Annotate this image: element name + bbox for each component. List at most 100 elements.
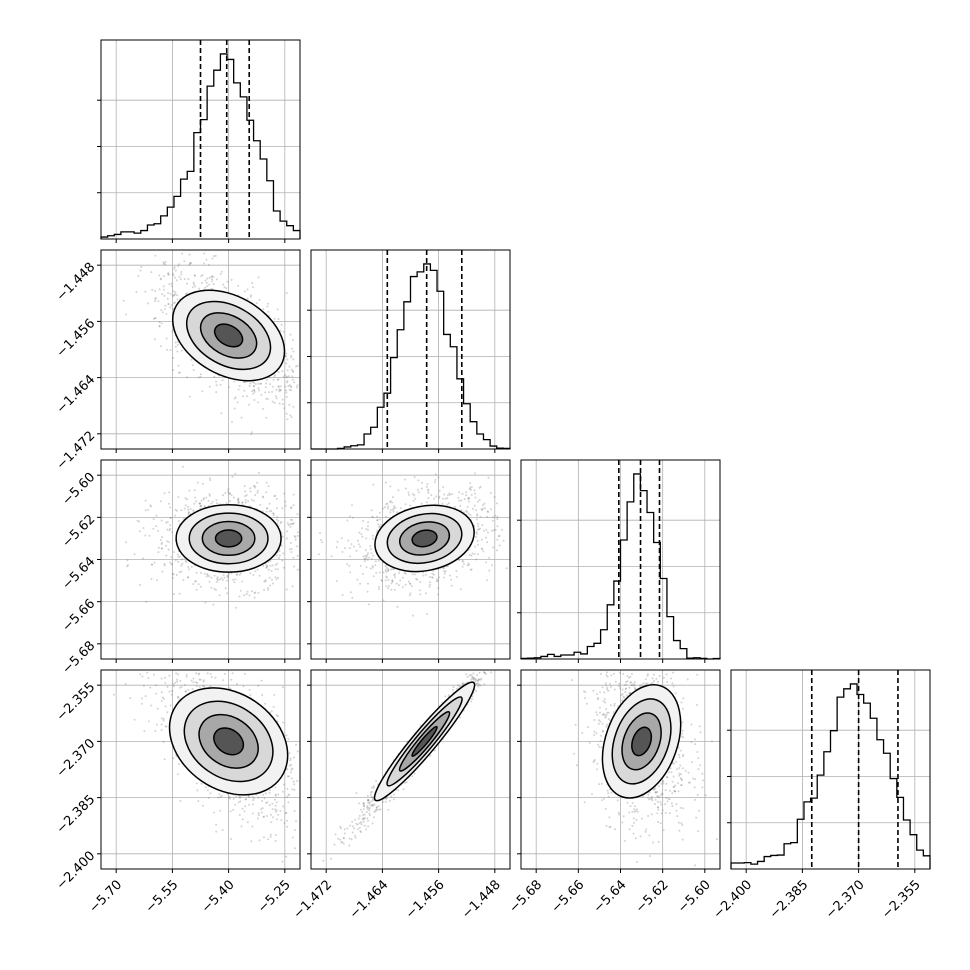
scatter-point bbox=[226, 280, 229, 283]
scatter-point bbox=[166, 685, 169, 688]
scatter-point bbox=[227, 572, 230, 575]
scatter-point bbox=[197, 583, 200, 586]
scatter-point bbox=[353, 834, 356, 837]
scatter-point bbox=[192, 364, 194, 367]
scatter-point bbox=[185, 560, 188, 563]
scatter-point bbox=[256, 489, 259, 492]
scatter-point bbox=[208, 276, 211, 279]
scatter-point bbox=[154, 254, 157, 257]
scatter-point bbox=[183, 684, 186, 686]
scatter-point bbox=[343, 828, 346, 831]
scatter-point bbox=[494, 528, 497, 531]
scatter-point bbox=[155, 514, 158, 517]
scatter-point bbox=[393, 574, 396, 577]
scatter-point bbox=[135, 291, 138, 293]
scatter-point bbox=[389, 508, 392, 511]
scatter-point bbox=[164, 304, 167, 307]
scatter-point bbox=[497, 535, 500, 538]
scatter-point bbox=[192, 681, 195, 684]
scatter-point bbox=[295, 743, 298, 746]
scatter-point bbox=[160, 691, 163, 694]
scatter-point bbox=[255, 302, 258, 305]
scatter-point bbox=[397, 489, 400, 492]
scatter-point bbox=[389, 501, 392, 504]
scatter-point bbox=[273, 693, 276, 696]
scatter-point bbox=[205, 258, 208, 261]
scatter-point bbox=[291, 777, 293, 780]
scatter-point bbox=[154, 300, 156, 302]
scatter-point bbox=[158, 288, 161, 291]
scatter-point bbox=[365, 566, 368, 569]
scatter-point bbox=[195, 782, 198, 785]
scatter-point bbox=[228, 493, 231, 495]
scatter-point bbox=[481, 524, 484, 527]
scatter-point bbox=[147, 720, 150, 723]
scatter-point bbox=[289, 542, 292, 544]
scatter-point bbox=[289, 757, 292, 760]
scatter-point bbox=[443, 493, 446, 496]
scatter-point bbox=[378, 511, 381, 514]
scatter-point bbox=[363, 560, 366, 563]
scatter-point bbox=[486, 541, 489, 544]
scatter-point bbox=[251, 812, 254, 815]
scatter-point bbox=[202, 498, 205, 501]
scatter-point bbox=[203, 572, 206, 575]
scatter-point bbox=[201, 390, 204, 393]
scatter-point bbox=[179, 680, 182, 682]
scatter-point bbox=[483, 529, 485, 532]
scatter-point bbox=[490, 671, 493, 674]
scatter-point bbox=[349, 591, 352, 594]
scatter-point bbox=[198, 287, 201, 290]
scatter-point bbox=[213, 375, 216, 378]
scatter-point bbox=[265, 510, 268, 513]
scatter-point bbox=[473, 553, 476, 556]
scatter-point bbox=[249, 490, 252, 493]
scatter-point bbox=[210, 576, 213, 579]
scatter-point bbox=[158, 274, 161, 277]
scatter-point bbox=[452, 686, 455, 688]
scatter-point bbox=[168, 690, 171, 693]
scatter-point bbox=[284, 374, 286, 376]
scatter-point bbox=[127, 564, 129, 567]
scatter-point bbox=[213, 587, 216, 590]
scatter-point bbox=[170, 693, 173, 696]
scatter-point bbox=[257, 382, 260, 385]
scatter-point bbox=[285, 391, 288, 394]
scatter-point bbox=[482, 550, 485, 553]
scatter-point bbox=[218, 578, 221, 581]
scatter-point bbox=[290, 386, 293, 389]
scatter-point bbox=[274, 804, 277, 807]
scatter-point bbox=[270, 710, 273, 713]
scatter-point bbox=[240, 416, 243, 419]
scatter-point bbox=[159, 277, 162, 280]
scatter-point bbox=[274, 786, 277, 789]
scatter-point bbox=[470, 700, 473, 703]
scatter-point bbox=[213, 811, 216, 814]
scatter-point bbox=[374, 564, 377, 567]
scatter-point bbox=[154, 730, 157, 732]
scatter-point bbox=[290, 522, 293, 525]
scatter-point bbox=[221, 578, 224, 581]
scatter-point bbox=[197, 673, 200, 676]
scatter-point bbox=[126, 559, 129, 562]
scatter-point bbox=[232, 798, 235, 800]
scatter-point bbox=[279, 522, 282, 524]
scatter-point bbox=[349, 515, 351, 518]
scatter-point bbox=[200, 571, 203, 574]
scatter-point bbox=[243, 810, 246, 813]
scatter-point bbox=[192, 283, 195, 286]
scatter-point bbox=[292, 556, 295, 559]
scatter-point bbox=[487, 476, 490, 479]
scatter-point bbox=[176, 298, 179, 301]
scatter-point bbox=[484, 507, 486, 510]
scatter-point bbox=[281, 403, 284, 406]
scatter-point bbox=[380, 579, 383, 582]
scatter-point bbox=[199, 375, 202, 378]
scatter-point bbox=[234, 795, 237, 798]
scatter-point bbox=[467, 562, 470, 565]
scatter-point bbox=[193, 274, 196, 277]
scatter-point bbox=[230, 678, 233, 681]
scatter-point bbox=[273, 495, 276, 498]
scatter-point bbox=[286, 376, 289, 379]
scatter-point bbox=[475, 518, 478, 521]
